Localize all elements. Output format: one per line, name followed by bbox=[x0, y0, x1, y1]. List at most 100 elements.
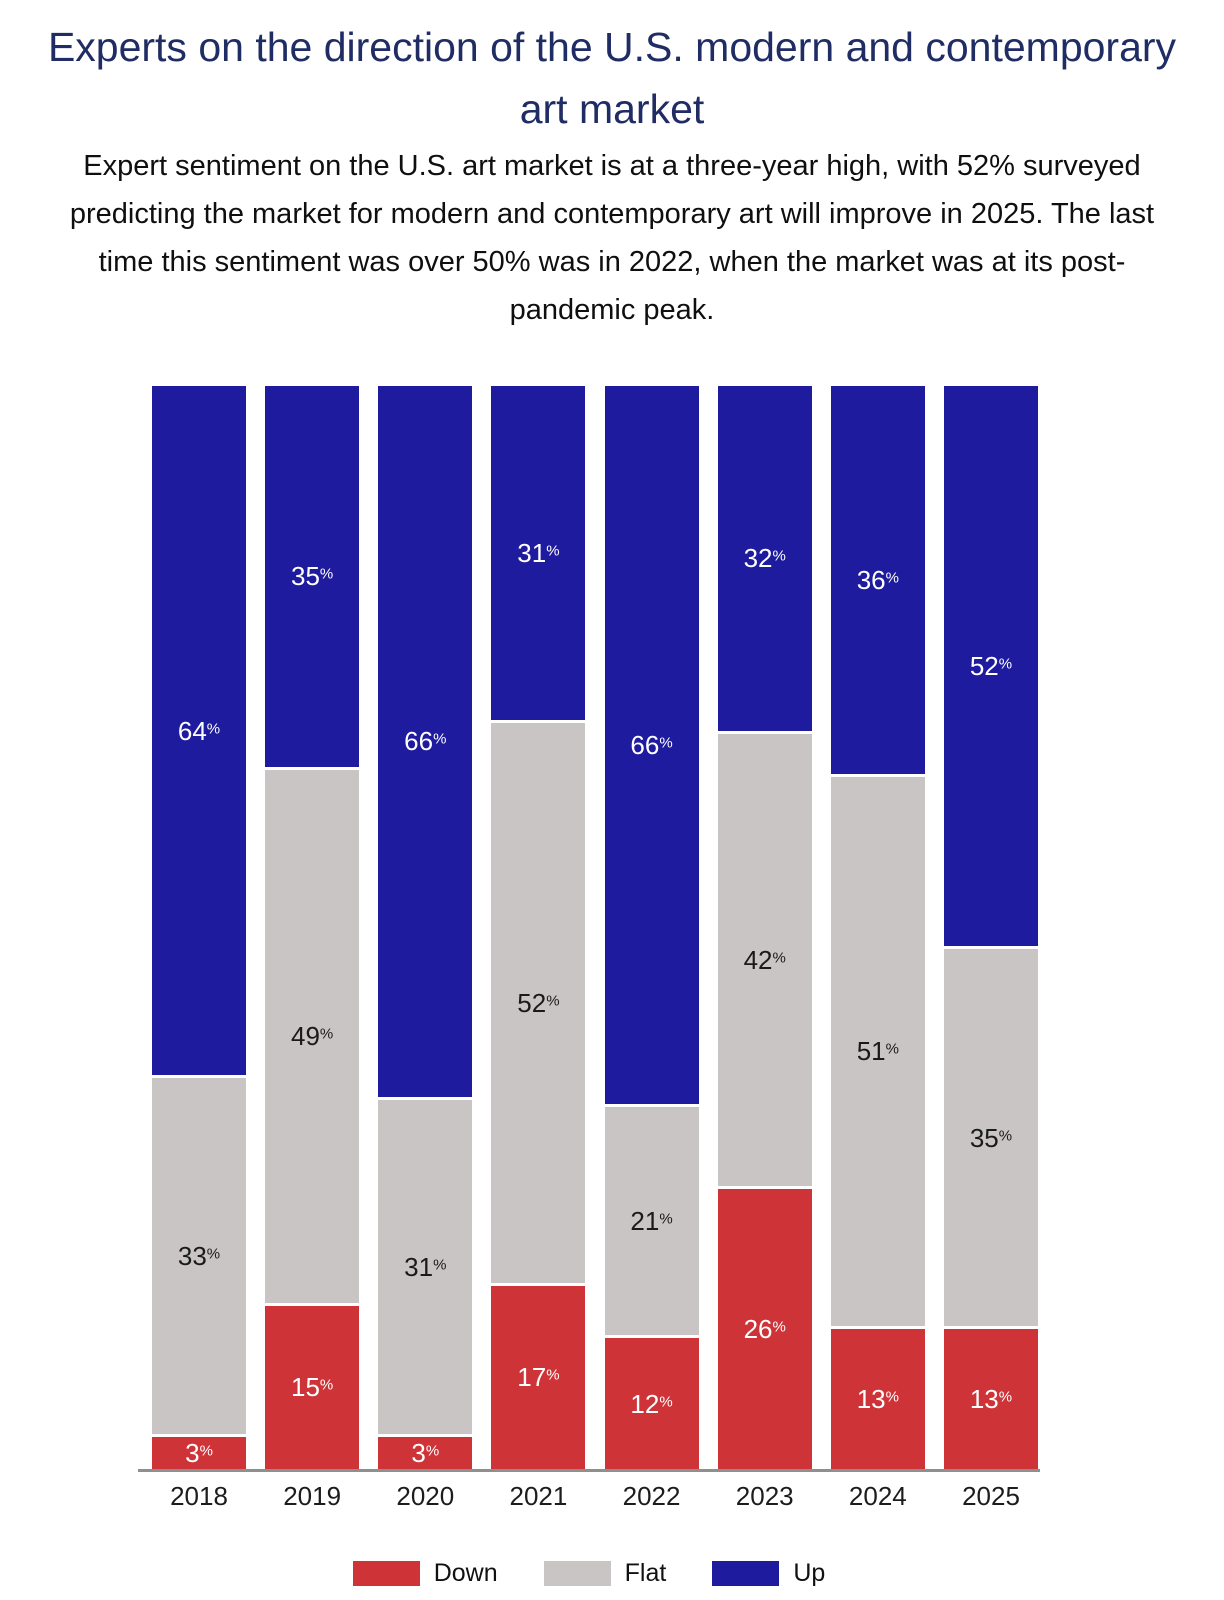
percent-sign: % bbox=[885, 569, 899, 587]
segment-up-2021: 31% bbox=[491, 386, 586, 720]
x-axis-label-2020: 2020 bbox=[396, 1481, 455, 1511]
segment-value-label-down-2020: 3% bbox=[411, 1437, 440, 1468]
legend-swatch-up bbox=[712, 1561, 780, 1586]
segment-value-label-flat-2022: 21% bbox=[630, 1206, 673, 1237]
segment-up-2025: 52% bbox=[943, 386, 1038, 947]
segment-value-label-up-2019: 35% bbox=[291, 561, 334, 592]
segment-value-label-flat-2023: 42% bbox=[743, 944, 786, 975]
percent-sign: % bbox=[546, 992, 560, 1010]
segment-down-2021: 17% bbox=[491, 1282, 586, 1470]
segment-value-label-down-2019: 15% bbox=[291, 1372, 334, 1403]
segment-up-2018: 64% bbox=[152, 386, 246, 1076]
segment-down-2024: 13% bbox=[830, 1325, 925, 1469]
percent-sign: % bbox=[319, 566, 334, 584]
percent-sign: % bbox=[998, 655, 1013, 673]
segment-down-2019: 15% bbox=[265, 1302, 360, 1469]
percent-sign: % bbox=[772, 949, 786, 967]
segment-down-2025: 13% bbox=[943, 1326, 1038, 1470]
percent-sign: % bbox=[772, 548, 786, 566]
legend-label-up: Up bbox=[793, 1559, 826, 1587]
percent-sign: % bbox=[546, 1367, 560, 1385]
segment-value-label-flat-2025: 35% bbox=[969, 1122, 1013, 1153]
segment-value-label-up-2025: 52% bbox=[969, 651, 1013, 682]
segment-value-label-flat-2021: 52% bbox=[517, 987, 560, 1018]
segment-value-label-down-2021: 17% bbox=[517, 1362, 560, 1393]
chart-title: Experts on the direction of the U.S. mod… bbox=[47, 24, 1177, 133]
percent-sign: % bbox=[425, 1442, 440, 1460]
percent-sign: % bbox=[433, 731, 447, 749]
percent-sign: % bbox=[772, 1318, 786, 1336]
percent-sign: % bbox=[998, 1388, 1013, 1406]
segment-value-label-up-2024: 36% bbox=[856, 564, 899, 595]
segment-value-label-up-2022: 66% bbox=[630, 730, 673, 760]
segment-up-2022: 66% bbox=[604, 386, 699, 1104]
bar-2022: 66% 21% 12% bbox=[604, 386, 699, 1469]
segment-up-2024: 36% bbox=[830, 386, 925, 774]
percent-sign: % bbox=[433, 1256, 447, 1274]
segment-flat-2020: 31% bbox=[378, 1096, 473, 1434]
segment-flat-2019: 49% bbox=[265, 766, 360, 1303]
percent-sign: % bbox=[206, 720, 221, 738]
segment-down-2020: 3% bbox=[378, 1433, 473, 1469]
bar-2023: 32% 42% 26% bbox=[717, 386, 812, 1469]
segment-value-label-flat-2019: 49% bbox=[291, 1021, 334, 1052]
segment-down-2018: 3% bbox=[152, 1433, 246, 1469]
segment-flat-2025: 35% bbox=[943, 946, 1038, 1326]
legend-label-flat: Flat bbox=[624, 1559, 667, 1587]
percent-sign: % bbox=[319, 1025, 334, 1043]
x-axis-label-2021: 2021 bbox=[509, 1481, 568, 1511]
segment-value-label-up-2023: 32% bbox=[743, 543, 786, 574]
legend-swatch-flat bbox=[543, 1561, 611, 1586]
percent-sign: % bbox=[885, 1388, 899, 1406]
segment-value-label-down-2018: 3% bbox=[185, 1437, 213, 1468]
legend-item-up: Up bbox=[712, 1559, 825, 1588]
segment-value-label-up-2018: 64% bbox=[177, 715, 221, 746]
percent-sign: % bbox=[319, 1377, 334, 1395]
legend-item-flat: Flat bbox=[543, 1559, 667, 1588]
segment-up-2023: 32% bbox=[717, 386, 812, 731]
percent-sign: % bbox=[998, 1127, 1013, 1145]
segment-flat-2024: 51% bbox=[830, 773, 925, 1326]
percent-sign: % bbox=[199, 1442, 213, 1460]
segment-value-label-flat-2024: 51% bbox=[856, 1036, 899, 1067]
x-axis-label-2025: 2025 bbox=[962, 1481, 1020, 1511]
segment-flat-2022: 21% bbox=[604, 1104, 699, 1336]
segment-value-label-up-2020: 66% bbox=[404, 726, 447, 757]
segment-flat-2018: 33% bbox=[152, 1075, 246, 1434]
bar-2020: 66% 31% 3% bbox=[378, 386, 473, 1469]
segment-up-2020: 66% bbox=[378, 386, 473, 1097]
percent-sign: % bbox=[659, 1210, 673, 1228]
percent-sign: % bbox=[659, 734, 673, 752]
x-axis-labels: 2018 2019 2020 2021 2022 2023 2024 2025 bbox=[152, 1481, 1038, 1512]
bar-2018: 64% 33% 3% bbox=[152, 386, 246, 1469]
segment-flat-2021: 52% bbox=[491, 719, 586, 1283]
segment-value-label-down-2025: 13% bbox=[969, 1384, 1013, 1414]
percent-sign: % bbox=[206, 1245, 221, 1263]
x-axis-label-2018: 2018 bbox=[170, 1481, 228, 1511]
bar-2019: 35% 49% 15% bbox=[265, 386, 360, 1469]
percent-sign: % bbox=[546, 542, 560, 560]
segment-down-2022: 12% bbox=[604, 1335, 699, 1469]
segment-value-label-down-2023: 26% bbox=[743, 1313, 786, 1344]
percent-sign: % bbox=[659, 1393, 673, 1411]
segment-value-label-up-2021: 31% bbox=[517, 537, 560, 568]
segment-value-label-flat-2018: 33% bbox=[177, 1240, 221, 1271]
segment-value-label-down-2024: 13% bbox=[856, 1383, 899, 1414]
segment-down-2023: 26% bbox=[717, 1185, 812, 1469]
x-axis-label-2022: 2022 bbox=[622, 1481, 681, 1511]
bar-2024: 36% 51% 13% bbox=[830, 386, 925, 1469]
segment-value-label-flat-2020: 31% bbox=[404, 1251, 447, 1282]
legend-swatch-down bbox=[352, 1561, 420, 1586]
segment-value-label-down-2022: 12% bbox=[630, 1388, 673, 1419]
segment-up-2019: 35% bbox=[265, 386, 360, 767]
bar-2025: 52% 35% 13% bbox=[943, 386, 1038, 1470]
legend: Down Flat Up bbox=[138, 1559, 1040, 1588]
x-axis-label-2024: 2024 bbox=[848, 1481, 907, 1511]
x-axis-label-2019: 2019 bbox=[283, 1481, 342, 1511]
legend-label-down: Down bbox=[433, 1559, 498, 1587]
bar-2021: 31% 52% 17% bbox=[491, 386, 586, 1470]
stacked-bar-plot-area: 64% 33% 3% 35% 49% 15% 66% 31% 3% 31% 52% 17% 66% 21%… bbox=[152, 386, 1038, 1470]
percent-sign: % bbox=[885, 1041, 899, 1059]
chart-subtitle: Expert sentiment on the U.S. art market … bbox=[69, 150, 1155, 327]
legend-item-down: Down bbox=[352, 1559, 498, 1588]
